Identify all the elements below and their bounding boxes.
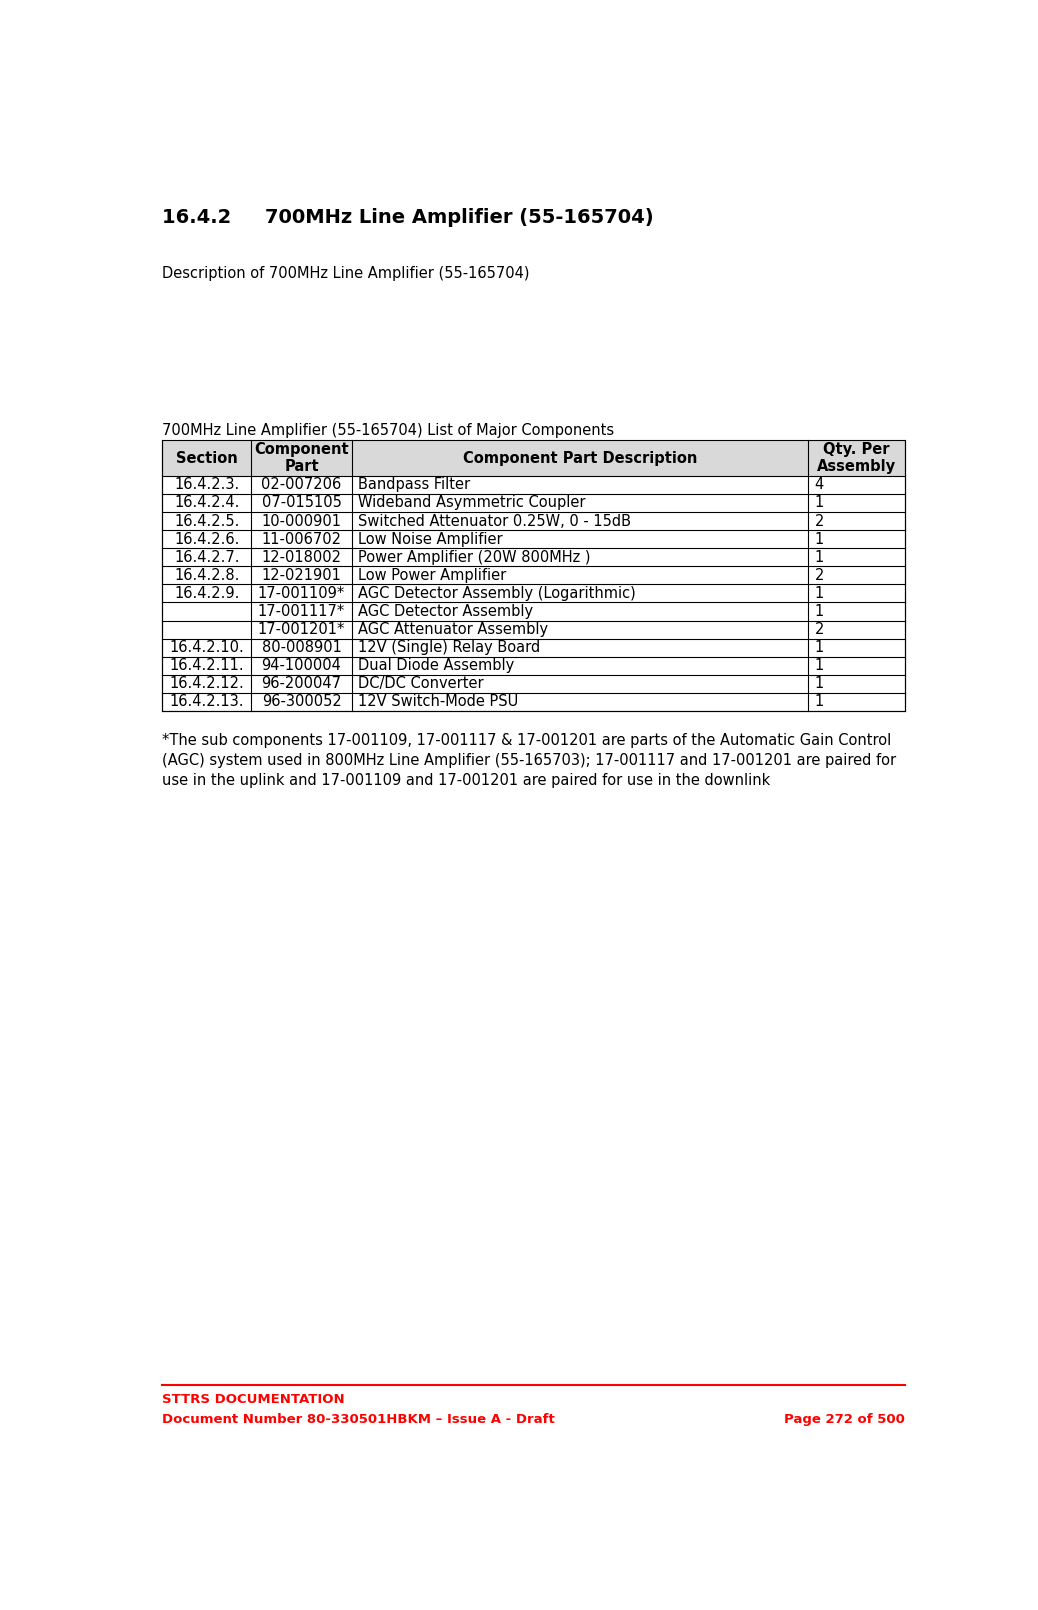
Text: Low Noise Amplifier: Low Noise Amplifier: [358, 531, 502, 547]
Text: 1: 1: [815, 694, 824, 710]
Text: 07-015105: 07-015105: [262, 496, 342, 510]
Text: 2: 2: [815, 568, 824, 583]
Text: 96-300052: 96-300052: [262, 694, 342, 710]
Text: 12V (Single) Relay Board: 12V (Single) Relay Board: [358, 641, 540, 655]
Text: Component
Part: Component Part: [254, 441, 349, 475]
Text: 96-200047: 96-200047: [262, 676, 342, 691]
Text: 700MHz Line Amplifier (55-165704) List of Major Components: 700MHz Line Amplifier (55-165704) List o…: [162, 423, 614, 438]
Text: 16.4.2.3.: 16.4.2.3.: [174, 477, 240, 493]
Text: use in the uplink and 17-001109 and 17-001201 are paired for use in the downlink: use in the uplink and 17-001109 and 17-0…: [162, 773, 770, 787]
Text: 16.4.2     700MHz Line Amplifier (55-165704): 16.4.2 700MHz Line Amplifier (55-165704): [162, 208, 654, 227]
Text: 1: 1: [815, 496, 824, 510]
Text: Description of 700MHz Line Amplifier (55-165704): Description of 700MHz Line Amplifier (55…: [162, 266, 529, 280]
Text: (AGC) system used in 800MHz Line Amplifier (55-165703); 17-001117 and 17-001201 : (AGC) system used in 800MHz Line Amplifi…: [162, 752, 897, 768]
Text: 12-018002: 12-018002: [262, 549, 342, 565]
Text: Dual Diode Assembly: Dual Diode Assembly: [358, 658, 514, 673]
Text: 17-001109*: 17-001109*: [257, 586, 345, 601]
Text: 4: 4: [815, 477, 824, 493]
Text: 12-021901: 12-021901: [262, 568, 342, 583]
Text: Component Part Description: Component Part Description: [463, 451, 698, 465]
Text: 1: 1: [815, 549, 824, 565]
Text: 1: 1: [815, 586, 824, 601]
Text: 80-008901: 80-008901: [262, 641, 342, 655]
Text: 16.4.2.4.: 16.4.2.4.: [174, 496, 240, 510]
Text: 16.4.2.11.: 16.4.2.11.: [169, 658, 244, 673]
Text: 02-007206: 02-007206: [262, 477, 342, 493]
Text: 1: 1: [815, 531, 824, 547]
Text: 1: 1: [815, 676, 824, 691]
Text: Low Power Amplifier: Low Power Amplifier: [358, 568, 507, 583]
Text: 16.4.2.6.: 16.4.2.6.: [174, 531, 240, 547]
Text: AGC Detector Assembly (Logarithmic): AGC Detector Assembly (Logarithmic): [358, 586, 635, 601]
Text: DC/DC Converter: DC/DC Converter: [358, 676, 484, 691]
Text: STTRS DOCUMENTATION: STTRS DOCUMENTATION: [162, 1393, 345, 1406]
Text: Bandpass Filter: Bandpass Filter: [358, 477, 470, 493]
Text: 94-100004: 94-100004: [262, 658, 342, 673]
Text: 2: 2: [815, 514, 824, 528]
Text: 17-001117*: 17-001117*: [257, 604, 345, 618]
Text: 16.4.2.9.: 16.4.2.9.: [174, 586, 240, 601]
Text: 2: 2: [815, 621, 824, 638]
Text: Page 272 of 500: Page 272 of 500: [784, 1414, 905, 1426]
Text: 16.4.2.8.: 16.4.2.8.: [174, 568, 240, 583]
Text: 17-001201*: 17-001201*: [257, 621, 346, 638]
Text: 16.4.2.7.: 16.4.2.7.: [174, 549, 240, 565]
Text: 11-006702: 11-006702: [262, 531, 342, 547]
Text: 10-000901: 10-000901: [262, 514, 342, 528]
Text: 16.4.2.10.: 16.4.2.10.: [169, 641, 244, 655]
Text: AGC Detector Assembly: AGC Detector Assembly: [358, 604, 532, 618]
Text: Wideband Asymmetric Coupler: Wideband Asymmetric Coupler: [358, 496, 585, 510]
Text: 16.4.2.5.: 16.4.2.5.: [174, 514, 240, 528]
Text: 1: 1: [815, 641, 824, 655]
Text: Switched Attenuator 0.25W, 0 - 15dB: Switched Attenuator 0.25W, 0 - 15dB: [358, 514, 631, 528]
Text: Qty. Per
Assembly: Qty. Per Assembly: [817, 441, 896, 475]
Text: 16.4.2.13.: 16.4.2.13.: [169, 694, 244, 710]
Bar: [162, 441, 905, 477]
Text: 1: 1: [815, 658, 824, 673]
Text: 16.4.2.12.: 16.4.2.12.: [169, 676, 244, 691]
Text: 12V Switch-Mode PSU: 12V Switch-Mode PSU: [358, 694, 518, 710]
Bar: [162, 441, 905, 712]
Text: *The sub components 17-001109, 17-001117 & 17-001201 are parts of the Automatic : *The sub components 17-001109, 17-001117…: [162, 733, 892, 747]
Text: Document Number 80-330501HBKM – Issue A - Draft: Document Number 80-330501HBKM – Issue A …: [162, 1414, 555, 1426]
Text: Power Amplifier (20W 800MHz ): Power Amplifier (20W 800MHz ): [358, 549, 591, 565]
Text: Section: Section: [176, 451, 238, 465]
Text: 1: 1: [815, 604, 824, 618]
Text: AGC Attenuator Assembly: AGC Attenuator Assembly: [358, 621, 548, 638]
